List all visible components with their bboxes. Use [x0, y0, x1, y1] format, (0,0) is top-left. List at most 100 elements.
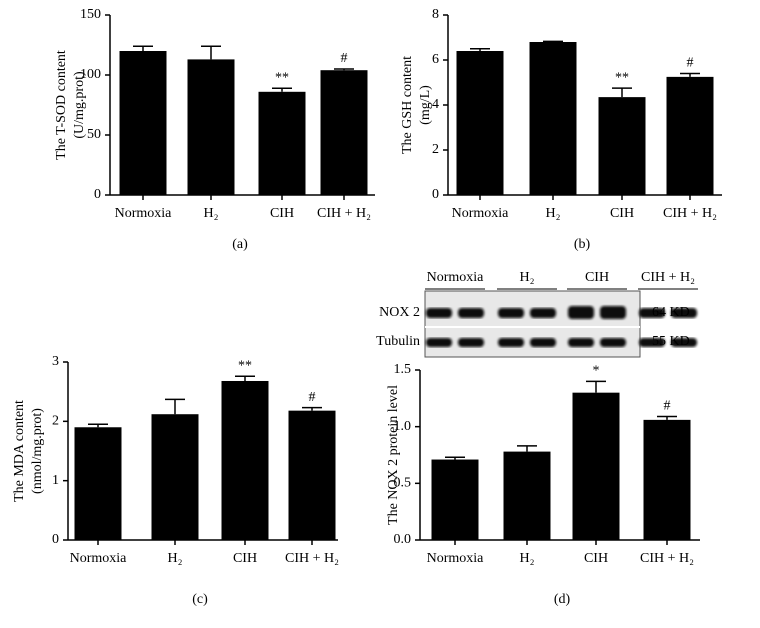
x-tick-label: CIH: [610, 206, 634, 221]
blot-size-label: 55 KD: [652, 334, 690, 349]
x-tick-label: CIH + H₂: [317, 206, 371, 221]
y-tick-label: 1.5: [394, 362, 412, 377]
blot-band: [530, 308, 556, 318]
blot-group-label: H₂: [520, 270, 535, 285]
error-bar: [165, 398, 185, 415]
x-tick-label: H₂: [546, 206, 561, 221]
blot-group-label: CIH: [585, 270, 609, 285]
error-bar: [201, 45, 221, 60]
blot-band: [530, 338, 556, 347]
y-tick-label: 2: [52, 414, 59, 429]
blot-band: [498, 308, 524, 318]
x-tick-label: H₂: [168, 551, 183, 566]
x-tick-label: CIH + H₂: [285, 551, 339, 566]
x-tick-label: CIH + H₂: [640, 551, 694, 566]
blot-group-label: CIH + H₂: [641, 270, 695, 285]
y-axis-label: (mg/L): [418, 85, 433, 125]
x-tick-label: CIH: [233, 551, 257, 566]
blot-band: [458, 308, 484, 318]
blot-size-label: 64 KD: [652, 305, 690, 320]
y-axis-label: The T-SOD content: [54, 50, 69, 160]
significance-mark: #: [687, 56, 694, 71]
blot-band: [600, 338, 626, 347]
blot-band: [426, 338, 452, 347]
blot-band: [600, 306, 626, 319]
error-bar: [334, 68, 354, 71]
blot-row-label: NOX 2: [379, 305, 420, 320]
y-tick-label: 100: [80, 67, 101, 82]
blot-band: [639, 338, 665, 347]
error-bar: [543, 40, 563, 43]
y-tick-label: 0: [432, 187, 439, 202]
error-bar: [302, 406, 322, 411]
blot-band: [671, 338, 697, 347]
error-bar: [657, 415, 677, 420]
blot-band: [639, 308, 665, 318]
significance-mark: #: [664, 399, 671, 414]
error-bar: [517, 445, 537, 452]
y-tick-label: 2: [432, 142, 439, 157]
y-axis-label: The GSH content: [400, 56, 415, 154]
y-tick-label: 0.0: [394, 532, 412, 547]
y-tick-label: 0: [52, 532, 59, 547]
x-tick-label: Normoxia: [427, 551, 485, 566]
y-tick-label: 50: [87, 127, 101, 142]
blot-band: [671, 308, 697, 318]
y-tick-label: 0: [94, 187, 101, 202]
error-bar: [586, 380, 606, 393]
y-tick-label: 4: [432, 97, 439, 112]
y-tick-label: 6: [432, 52, 439, 67]
x-tick-label: Normoxia: [70, 551, 128, 566]
x-tick-label: CIH + H₂: [663, 206, 717, 221]
y-axis-label: The NOX 2 protein level: [386, 385, 401, 525]
bar: [643, 419, 691, 540]
bar: [529, 42, 577, 195]
error-bar: [445, 456, 465, 460]
x-tick-label: CIH: [584, 551, 608, 566]
bar: [503, 451, 551, 540]
panel-label: (c): [192, 592, 208, 607]
error-bar: [680, 72, 700, 77]
x-tick-label: Normoxia: [452, 206, 510, 221]
bar: [221, 380, 269, 540]
blot-row-label: Tubulin: [376, 334, 420, 349]
x-tick-label: H₂: [204, 206, 219, 221]
panel-label: (b): [574, 237, 591, 252]
y-axis-label: (U/mg.prot): [72, 71, 87, 139]
bar: [288, 410, 336, 540]
bar: [119, 51, 167, 195]
significance-mark: **: [238, 358, 252, 373]
bar: [666, 76, 714, 195]
bar: [187, 59, 235, 196]
blot-band: [458, 338, 484, 347]
panel-label: (d): [554, 592, 571, 607]
y-tick-label: 8: [432, 7, 439, 22]
y-axis-label: The MDA content: [12, 400, 27, 502]
bar: [74, 427, 122, 540]
bar: [598, 97, 646, 195]
error-bar: [470, 48, 490, 51]
error-bar: [612, 87, 632, 98]
blot-band: [498, 338, 524, 347]
x-tick-label: H₂: [520, 551, 535, 566]
blot-band: [568, 338, 594, 347]
bar: [320, 70, 368, 195]
error-bar: [272, 87, 292, 92]
bar: [258, 91, 306, 195]
y-axis-label: (nmol/mg.prot): [30, 408, 45, 494]
significance-mark: **: [275, 70, 289, 85]
blot-frame: [424, 290, 641, 358]
error-bar: [88, 423, 108, 428]
bar: [151, 414, 199, 540]
y-tick-label: 150: [80, 7, 101, 22]
significance-mark: #: [309, 390, 316, 405]
significance-mark: **: [615, 70, 629, 85]
bar: [456, 51, 504, 195]
y-tick-label: 3: [52, 354, 59, 369]
y-tick-label: 1: [52, 473, 59, 488]
x-tick-label: CIH: [270, 206, 294, 221]
significance-mark: *: [593, 364, 600, 379]
panel-label: (a): [232, 237, 248, 252]
